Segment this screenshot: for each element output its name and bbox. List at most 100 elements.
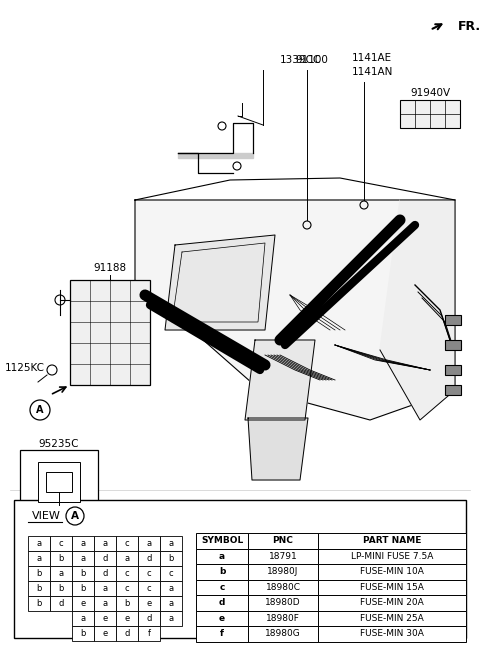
Bar (196, 548, 248, 564)
Bar (248, 564, 318, 579)
Text: b: b (124, 599, 130, 608)
Text: PNC: PNC (273, 536, 293, 545)
Bar (318, 564, 466, 579)
Polygon shape (165, 235, 275, 330)
Text: 18980F: 18980F (266, 614, 300, 623)
Text: a: a (81, 614, 85, 623)
Bar (28, 551, 50, 566)
Bar (116, 551, 138, 566)
Text: a: a (102, 599, 108, 608)
Bar (445, 340, 461, 350)
Text: VIEW: VIEW (32, 511, 61, 521)
Text: FUSE-MIN 25A: FUSE-MIN 25A (360, 614, 424, 623)
Polygon shape (178, 153, 253, 158)
Text: b: b (58, 554, 64, 563)
Bar (196, 626, 248, 641)
Text: d: d (124, 629, 130, 638)
Text: b: b (58, 584, 64, 593)
Bar (196, 610, 248, 626)
Text: e: e (80, 599, 85, 608)
Text: A: A (36, 405, 44, 415)
Text: FUSE-MIN 10A: FUSE-MIN 10A (360, 567, 424, 576)
Bar (50, 566, 72, 581)
Bar (160, 611, 182, 626)
Text: e: e (146, 599, 152, 608)
Text: 91100: 91100 (295, 55, 328, 65)
Text: a: a (219, 552, 225, 561)
Bar (138, 611, 160, 626)
Bar (160, 551, 182, 566)
Polygon shape (380, 200, 455, 420)
Bar (72, 551, 94, 566)
Bar (116, 626, 138, 641)
Text: A: A (71, 511, 79, 521)
Bar (138, 596, 160, 611)
Text: FR.: FR. (458, 20, 480, 33)
Bar (445, 365, 461, 375)
Bar (72, 626, 94, 641)
Bar (28, 581, 50, 596)
Text: 18980C: 18980C (265, 583, 300, 592)
Bar (20, 450, 98, 515)
Bar (46, 472, 72, 492)
Text: a: a (168, 584, 174, 593)
Text: f: f (220, 629, 224, 638)
Bar (116, 596, 138, 611)
Bar (160, 581, 182, 596)
Bar (94, 536, 116, 551)
Bar (116, 566, 138, 581)
Bar (445, 385, 461, 395)
Bar (318, 548, 466, 564)
Bar (318, 579, 466, 595)
Text: a: a (102, 584, 108, 593)
Bar (248, 533, 318, 548)
Bar (72, 566, 94, 581)
Bar (400, 100, 460, 128)
Text: c: c (168, 569, 173, 578)
Text: 91188: 91188 (94, 263, 127, 273)
Bar (248, 579, 318, 595)
Text: a: a (168, 599, 174, 608)
Bar (116, 581, 138, 596)
Text: b: b (168, 554, 174, 563)
Text: a: a (168, 614, 174, 623)
Text: d: d (102, 554, 108, 563)
Text: d: d (58, 599, 64, 608)
Bar (72, 581, 94, 596)
Text: a: a (59, 569, 63, 578)
Bar (160, 566, 182, 581)
Bar (248, 548, 318, 564)
Bar (94, 611, 116, 626)
Text: LP-MINI FUSE 7.5A: LP-MINI FUSE 7.5A (351, 552, 433, 561)
Text: b: b (36, 599, 42, 608)
Text: 18980G: 18980G (265, 629, 301, 638)
Bar (28, 536, 50, 551)
Bar (138, 581, 160, 596)
Bar (94, 626, 116, 641)
Text: a: a (168, 539, 174, 548)
Text: 1339CC: 1339CC (280, 55, 321, 65)
Bar (50, 536, 72, 551)
Text: 1141AE: 1141AE (352, 53, 392, 63)
Text: e: e (102, 614, 108, 623)
Text: b: b (36, 569, 42, 578)
Text: d: d (102, 569, 108, 578)
Bar (138, 536, 160, 551)
Bar (50, 596, 72, 611)
Polygon shape (245, 340, 315, 420)
Bar (116, 536, 138, 551)
Text: c: c (125, 584, 129, 593)
Text: b: b (219, 567, 225, 576)
Text: d: d (146, 614, 152, 623)
Bar (50, 581, 72, 596)
Text: FUSE-MIN 20A: FUSE-MIN 20A (360, 598, 424, 607)
Text: a: a (102, 539, 108, 548)
Text: f: f (147, 629, 151, 638)
Bar (318, 626, 466, 641)
Bar (72, 611, 94, 626)
Bar (196, 579, 248, 595)
Text: a: a (81, 539, 85, 548)
Text: 1141AN: 1141AN (352, 67, 394, 77)
Text: e: e (219, 614, 225, 623)
Bar (28, 596, 50, 611)
